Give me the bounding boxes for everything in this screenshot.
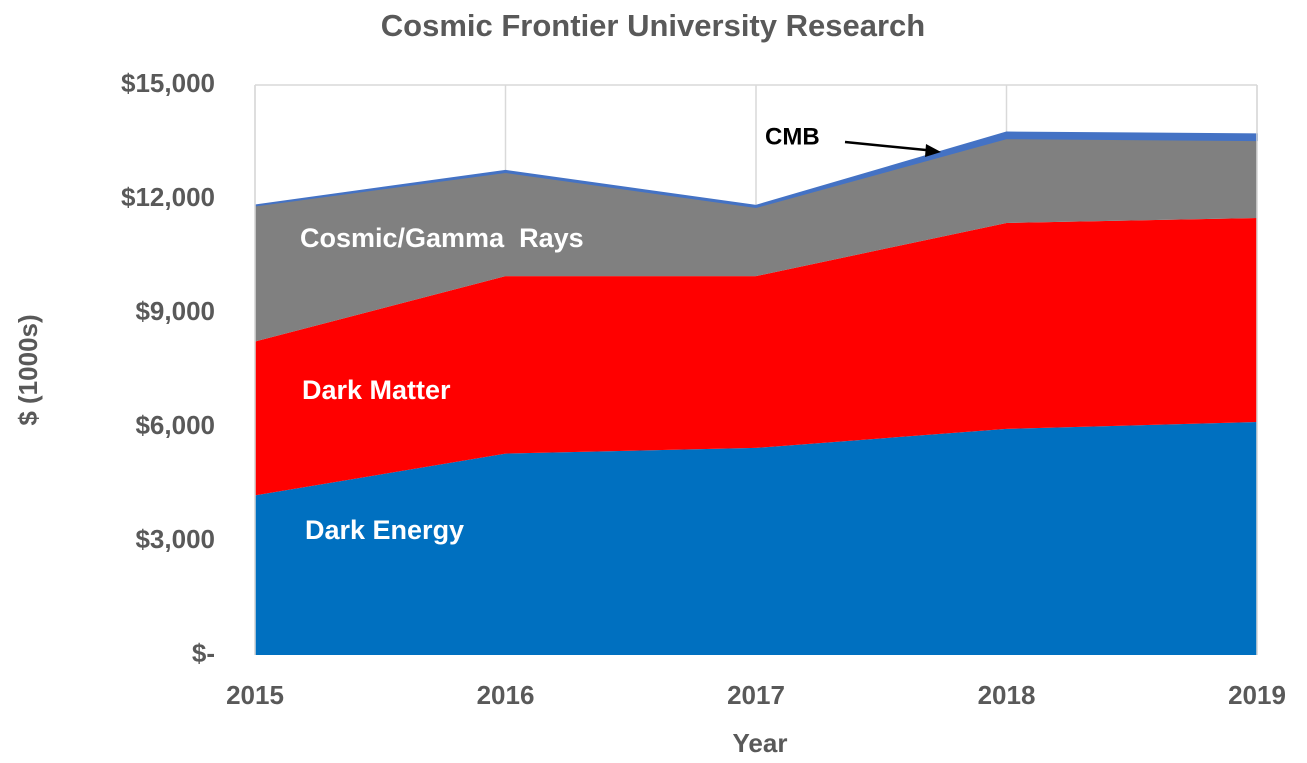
x-tick-label: 2015 bbox=[226, 680, 284, 710]
y-tick-label: $15,000 bbox=[121, 68, 215, 98]
y-tick-label: $- bbox=[192, 638, 215, 668]
series-label: CMB bbox=[765, 123, 820, 150]
arrow-head bbox=[925, 144, 941, 157]
chart-title: Cosmic Frontier University Research bbox=[381, 8, 925, 43]
series-label: Dark Matter bbox=[302, 375, 451, 405]
series-label: Cosmic/Gamma Rays bbox=[300, 223, 584, 253]
x-tick-label: 2019 bbox=[1228, 680, 1286, 710]
y-axis-label: $ (1000s) bbox=[13, 314, 43, 425]
y-tick-label: $12,000 bbox=[121, 182, 215, 212]
area bbox=[255, 138, 1257, 342]
x-tick-label: 2017 bbox=[727, 680, 785, 710]
plot-area bbox=[254, 84, 1258, 655]
series-label: Dark Energy bbox=[305, 515, 464, 545]
y-tick-label: $3,000 bbox=[135, 524, 215, 554]
x-tick-label: 2016 bbox=[477, 680, 535, 710]
area bbox=[255, 218, 1257, 496]
x-tick-label: 2018 bbox=[978, 680, 1036, 710]
x-axis-label: Year bbox=[733, 728, 788, 758]
y-tick-label: $6,000 bbox=[135, 410, 215, 440]
annotation-arrow bbox=[844, 140, 937, 153]
area bbox=[255, 422, 1257, 655]
y-tick-label: $9,000 bbox=[135, 296, 215, 326]
